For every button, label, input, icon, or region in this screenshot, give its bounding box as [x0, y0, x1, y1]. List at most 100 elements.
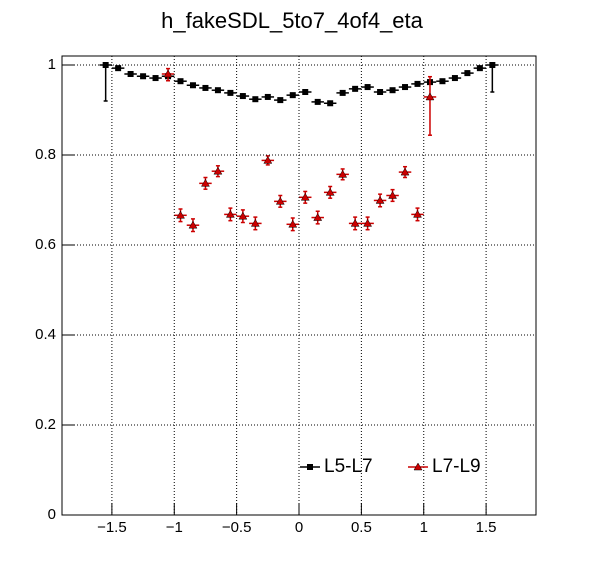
data-point	[361, 84, 374, 91]
data-point	[348, 216, 362, 231]
data-point	[286, 217, 299, 232]
data-point	[336, 168, 349, 181]
data-point	[274, 97, 287, 104]
marker	[177, 78, 184, 85]
marker	[388, 190, 397, 199]
marker	[352, 85, 359, 92]
y-tick-label: 0.2	[35, 416, 56, 433]
marker	[364, 84, 371, 91]
y-tick-label: 0.8	[35, 146, 56, 163]
marker	[489, 62, 496, 68]
marker	[339, 89, 346, 96]
marker	[451, 75, 458, 82]
marker	[127, 71, 134, 77]
data-point	[99, 62, 112, 102]
marker	[414, 80, 421, 87]
data-point	[323, 185, 337, 199]
marker	[439, 78, 446, 85]
y-tick-label: 0.6	[35, 236, 56, 253]
marker	[115, 65, 122, 72]
data-point	[311, 98, 324, 105]
marker	[225, 209, 235, 218]
data-point	[423, 75, 437, 136]
marker	[264, 93, 271, 100]
marker	[214, 87, 221, 94]
marker	[313, 213, 323, 221]
x-tick-label: −0.5	[222, 519, 252, 536]
data-point	[373, 193, 387, 208]
legend-marker	[307, 464, 313, 470]
marker	[238, 211, 248, 220]
data-point	[161, 67, 175, 82]
data-point	[224, 207, 237, 222]
legend-label: L7-L9	[432, 456, 481, 477]
data-point	[174, 78, 187, 85]
data-point	[299, 190, 312, 204]
data-point	[211, 87, 225, 94]
data-point	[373, 89, 387, 95]
data-point	[299, 89, 312, 95]
data-point	[274, 194, 287, 208]
marker	[140, 73, 147, 80]
data-point	[199, 84, 212, 91]
data-point	[398, 165, 412, 179]
data-point	[261, 93, 275, 100]
marker	[350, 218, 360, 227]
marker	[275, 196, 285, 205]
marker	[252, 96, 259, 103]
plot-area	[99, 62, 499, 233]
marker	[201, 178, 210, 187]
data-point	[211, 165, 225, 178]
data-point	[473, 65, 487, 72]
marker	[189, 82, 196, 89]
marker	[289, 92, 296, 99]
data-point	[149, 75, 162, 82]
marker	[325, 187, 335, 196]
chart-title: h_fakeSDL_5to7_4of4_eta	[161, 8, 424, 33]
x-tick-label: −1	[166, 519, 183, 536]
x-tick-label: 0.5	[351, 519, 372, 536]
x-tick-label: −1.5	[97, 519, 127, 536]
y-tick-label: 1	[48, 56, 56, 73]
data-point	[186, 218, 200, 233]
marker	[102, 62, 109, 68]
marker	[176, 210, 185, 219]
marker	[400, 167, 410, 176]
data-point	[249, 96, 262, 103]
marker	[250, 218, 260, 227]
data-point	[224, 89, 237, 96]
data-point	[199, 176, 212, 190]
marker	[377, 89, 384, 95]
data-point	[186, 82, 200, 89]
x-tick-label: 1.5	[476, 519, 497, 536]
data-point	[174, 208, 187, 223]
marker	[314, 98, 321, 105]
marker	[389, 87, 396, 94]
marker	[476, 65, 483, 72]
marker	[464, 70, 471, 77]
data-point	[323, 100, 337, 107]
marker	[239, 93, 246, 100]
data-point	[398, 84, 412, 91]
marker	[188, 220, 198, 229]
data-point	[361, 216, 374, 231]
y-tick-label: 0	[48, 506, 56, 523]
marker	[402, 84, 409, 91]
marker	[425, 92, 435, 101]
data-point	[386, 87, 399, 94]
marker	[302, 89, 309, 95]
marker	[363, 218, 373, 227]
marker	[375, 195, 385, 204]
data-point	[436, 78, 449, 85]
data-point	[461, 70, 474, 77]
data-point	[311, 210, 324, 225]
marker	[227, 89, 234, 96]
y-tick-label: 0.4	[35, 326, 56, 343]
data-point	[236, 93, 250, 100]
legend-marker	[413, 462, 423, 471]
marker	[338, 169, 348, 178]
data-point	[411, 207, 424, 222]
marker	[163, 69, 173, 78]
data-point	[136, 73, 150, 80]
